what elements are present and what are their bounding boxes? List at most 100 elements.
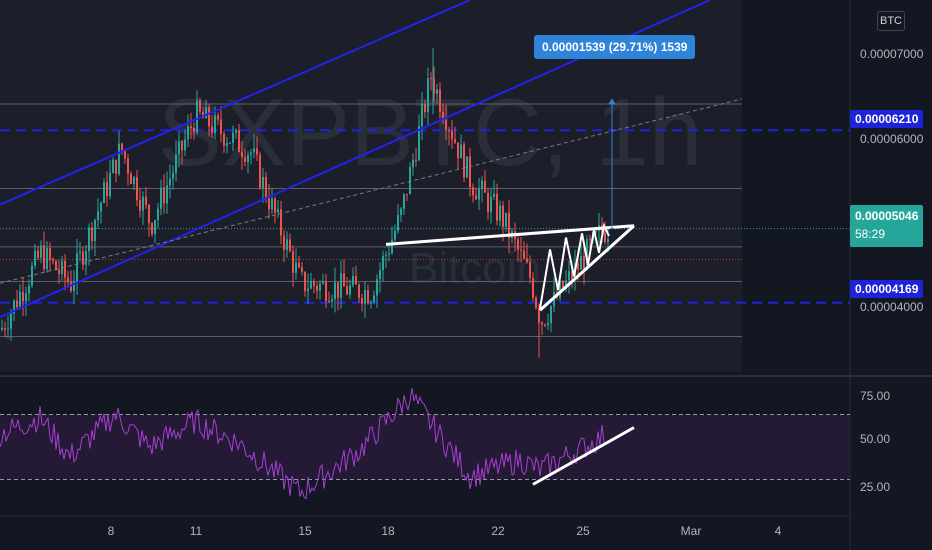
candle-body: [349, 285, 351, 295]
candle-body: [166, 185, 168, 204]
candle-body: [436, 89, 438, 94]
candle-body: [379, 270, 381, 280]
bar-countdown: 58:29: [855, 227, 886, 241]
candle-body: [364, 289, 366, 304]
measure-label: 0.00001539 (29.71%) 1539: [534, 35, 696, 59]
candle-body: [340, 273, 342, 298]
candle-body: [568, 271, 570, 281]
candle-body: [325, 281, 327, 302]
candle-body: [169, 178, 171, 186]
candle-body: [295, 262, 297, 273]
candle-body: [445, 119, 447, 131]
candle-body: [442, 111, 444, 120]
candle-body: [580, 256, 582, 270]
rsi-tick-25: 25.00: [860, 480, 891, 494]
candle-body: [202, 111, 204, 119]
candle-body: [484, 180, 486, 193]
candle-body: [496, 193, 498, 221]
candles: [1, 66, 609, 341]
rsi-band: [0, 414, 850, 480]
price-tick-1: 0.00006000: [860, 132, 924, 146]
candle-body: [184, 139, 186, 151]
candle-body: [247, 154, 249, 162]
triangle-resistance: [385, 224, 635, 246]
candle-body: [139, 200, 141, 211]
candle-body: [229, 142, 231, 144]
candle-body: [271, 198, 273, 210]
candle-body: [172, 172, 174, 179]
candle-body: [274, 198, 276, 213]
candle-body: [412, 159, 414, 168]
candle-body: [490, 196, 492, 212]
candle-body: [178, 141, 180, 155]
candle-body: [235, 129, 237, 133]
candle-body: [589, 238, 591, 241]
last-price-tag: 0.00005046 58:29: [850, 205, 924, 247]
candle-body: [463, 144, 465, 178]
candle-body: [304, 271, 306, 292]
candle-body: [163, 187, 165, 204]
candle-body: [430, 78, 432, 80]
candle-body: [415, 159, 417, 161]
candle-body: [34, 250, 36, 266]
candle-body: [343, 273, 345, 287]
candle-body: [298, 262, 300, 268]
candle-body: [130, 173, 132, 185]
candle-body: [91, 227, 93, 242]
candle-body: [265, 177, 267, 199]
candle-body: [346, 286, 348, 295]
candle-body: [175, 154, 177, 173]
candle-body: [583, 256, 585, 270]
candle-body: [22, 291, 24, 302]
candle-body: [127, 158, 129, 174]
candle-body: [529, 262, 531, 278]
date-tick-11: 11: [189, 524, 203, 538]
candle-body: [535, 297, 537, 308]
candle-body: [310, 281, 312, 289]
candle-body: [262, 177, 264, 189]
candle-body: [115, 159, 117, 174]
candle-body: [394, 230, 396, 240]
candle-body: [532, 277, 534, 298]
candle-body: [220, 119, 222, 134]
candle-body: [217, 115, 219, 120]
candle-body: [478, 188, 480, 200]
candle-body: [286, 239, 288, 250]
candle-body: [376, 279, 378, 296]
candle-body: [427, 78, 429, 113]
candle-body: [46, 248, 48, 270]
candle-body: [16, 300, 18, 308]
candle-body: [88, 227, 90, 252]
candle-body: [577, 263, 579, 270]
candle-body: [397, 214, 399, 231]
rsi-trendline: [532, 426, 635, 486]
candle-body: [142, 196, 144, 211]
candle-body: [361, 297, 363, 304]
candle-body: [433, 78, 435, 94]
candle-body: [232, 132, 234, 143]
candle-body: [118, 143, 120, 174]
candle-body: [112, 159, 114, 173]
candle-body: [406, 194, 408, 196]
candle-body: [385, 254, 387, 257]
candle-body: [331, 299, 333, 302]
currency-badge[interactable]: BTC: [877, 11, 905, 31]
candle-body: [28, 285, 30, 294]
candle-body: [418, 125, 420, 161]
candle-body: [547, 322, 549, 325]
candle-body: [424, 104, 426, 113]
candle-body: [355, 276, 357, 285]
candle-body: [313, 281, 315, 286]
candle-body: [100, 202, 102, 212]
candle-body: [283, 235, 285, 250]
candle-body: [85, 251, 87, 265]
candle-body: [391, 239, 393, 254]
candle-body: [196, 100, 198, 133]
candle-body: [520, 249, 522, 251]
candle-body: [565, 280, 567, 290]
date-tick-mar: Mar: [680, 524, 702, 538]
candle-body: [550, 306, 552, 323]
candle-body: [79, 251, 81, 254]
candle-body: [154, 220, 156, 234]
